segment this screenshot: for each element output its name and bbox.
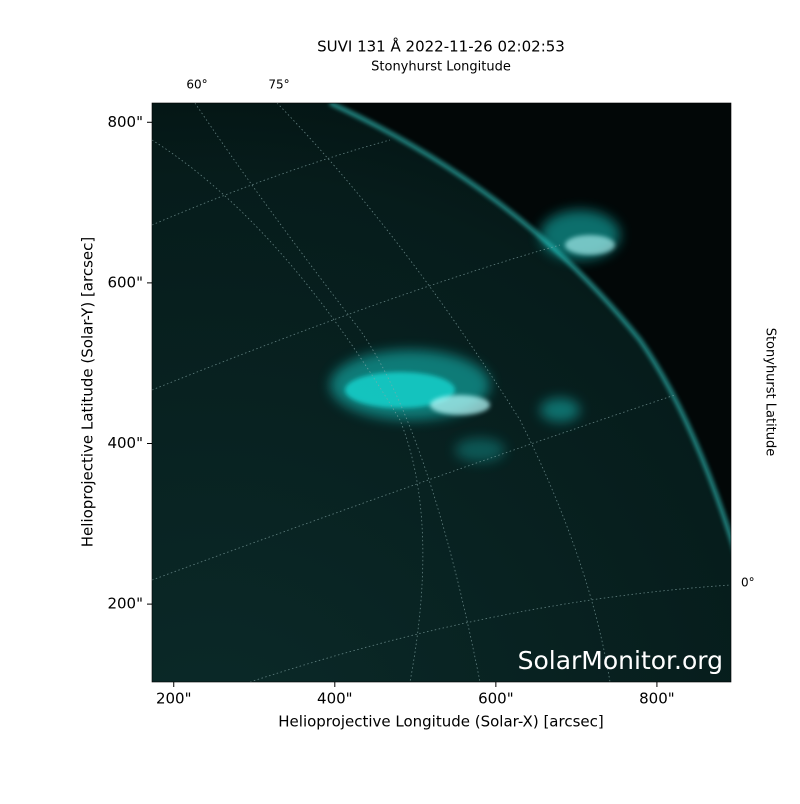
y-axis-label: Helioprojective Latitude (Solar-Y) [arcs… xyxy=(79,237,97,547)
x-tick-label: 600" xyxy=(478,690,514,708)
x-tick-label: 800" xyxy=(639,690,675,708)
solar-image xyxy=(152,103,731,682)
y-tick-label: 400" xyxy=(107,434,143,452)
x-tick-label: 200" xyxy=(156,690,192,708)
right-tick-label: 0° xyxy=(741,576,755,590)
x-axis-label: Helioprojective Longitude (Solar-X) [arc… xyxy=(278,713,603,731)
y-tick-label: 200" xyxy=(107,595,143,613)
chart-title: SUVI 131 Å 2022-11-26 02:02:53 xyxy=(317,37,565,56)
y-tick-label: 600" xyxy=(107,273,143,291)
x-tick-label: 400" xyxy=(317,690,353,708)
right-axis-label: Stonyhurst Latitude xyxy=(763,328,778,457)
y-tick-label: 800" xyxy=(107,113,143,131)
limb xyxy=(329,103,731,545)
watermark: SolarMonitor.org xyxy=(518,646,723,675)
plot-frame xyxy=(151,102,732,683)
top-tick-label: 75° xyxy=(268,78,289,92)
coordinate-grid xyxy=(152,103,731,682)
top-axis-label: Stonyhurst Longitude xyxy=(371,60,511,75)
top-tick-label: 60° xyxy=(186,78,207,92)
active-regions xyxy=(330,210,620,462)
